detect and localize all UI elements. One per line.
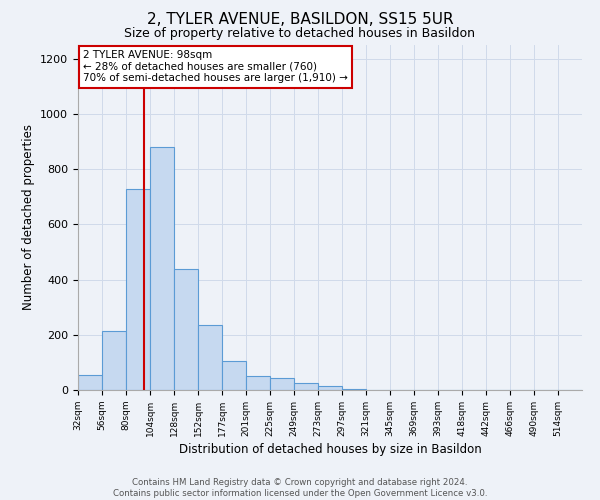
Text: 2, TYLER AVENUE, BASILDON, SS15 5UR: 2, TYLER AVENUE, BASILDON, SS15 5UR xyxy=(146,12,454,28)
Bar xyxy=(342,388,366,390)
Bar xyxy=(318,386,342,390)
Bar xyxy=(174,268,198,390)
Text: Size of property relative to detached houses in Basildon: Size of property relative to detached ho… xyxy=(125,28,476,40)
Text: 2 TYLER AVENUE: 98sqm
← 28% of detached houses are smaller (760)
70% of semi-det: 2 TYLER AVENUE: 98sqm ← 28% of detached … xyxy=(83,50,348,84)
Bar xyxy=(78,375,102,390)
Bar xyxy=(222,361,246,390)
Bar xyxy=(102,330,126,390)
X-axis label: Distribution of detached houses by size in Basildon: Distribution of detached houses by size … xyxy=(179,443,481,456)
Bar xyxy=(150,147,174,390)
Bar xyxy=(294,383,318,390)
Text: Contains HM Land Registry data © Crown copyright and database right 2024.
Contai: Contains HM Land Registry data © Crown c… xyxy=(113,478,487,498)
Bar xyxy=(270,378,294,390)
Bar xyxy=(126,188,150,390)
Y-axis label: Number of detached properties: Number of detached properties xyxy=(22,124,35,310)
Bar xyxy=(246,376,270,390)
Bar xyxy=(198,325,222,390)
